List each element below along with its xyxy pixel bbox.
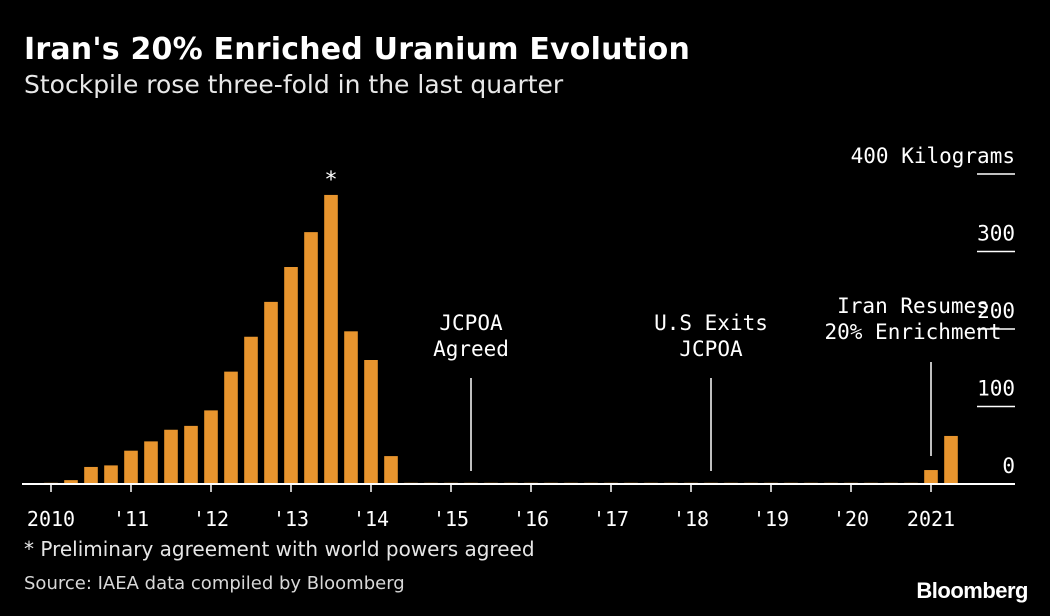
x-tick-label: '18 [673, 507, 709, 531]
x-axis: 2010 '11 '12 '13 '14 '15 '16 '17 '18 '19 '20 2021 [22, 483, 1015, 531]
y-tick-label: 200 [977, 299, 1015, 323]
data-bar [364, 360, 378, 484]
chart-title: Iran's 20% Enriched Uranium Evolution [24, 32, 691, 67]
data-bar [384, 456, 398, 484]
event-label-line: JCPOA [679, 337, 743, 361]
data-bar [184, 425, 198, 485]
data-bar [264, 301, 278, 485]
data-bar [164, 429, 178, 484]
event-label-line: U.S Exits [654, 311, 768, 335]
y-tick-label: 300 [977, 222, 1015, 246]
data-bar [144, 441, 158, 485]
data-bar [324, 194, 338, 484]
peak-asterisk-marker: * [324, 168, 337, 193]
x-tick-label: '17 [593, 507, 629, 531]
data-bar [124, 450, 138, 484]
data-bar [224, 371, 238, 485]
event-label-line: JCPOA [439, 311, 503, 335]
x-tick-label: '14 [353, 507, 389, 531]
data-bar [244, 336, 258, 484]
data-bar [84, 466, 98, 484]
plot-bars [44, 194, 958, 485]
data-bar [64, 480, 78, 485]
chart-subtitle: Stockpile rose three-fold in the last qu… [24, 70, 564, 99]
footnote-marker: * [24, 537, 34, 561]
data-bar [944, 435, 958, 484]
event-label-line: Agreed [433, 337, 509, 361]
source-note: Source: IAEA data compiled by Bloomberg [24, 573, 405, 594]
x-tick-label: 2021 [907, 507, 955, 531]
x-tick-label: '12 [193, 507, 229, 531]
event-label-line: Iran Resumes [837, 294, 989, 318]
y-tick-label: 0 [1002, 454, 1015, 478]
x-tick-label: '16 [513, 507, 549, 531]
y-tick-label: 100 [977, 377, 1015, 401]
x-tick-label: '19 [753, 507, 789, 531]
data-bar [344, 331, 358, 484]
data-bar [284, 267, 298, 484]
footnote-text: Preliminary agreement with world powers … [40, 537, 535, 561]
data-bar [104, 465, 118, 484]
data-bar [304, 232, 318, 485]
data-bar [204, 410, 218, 485]
x-tick-label: 2010 [27, 507, 75, 531]
x-tick-label: '13 [273, 507, 309, 531]
x-tick-label: '20 [833, 507, 869, 531]
x-tick-label: '15 [433, 507, 469, 531]
bloomberg-logo: Bloomberg [916, 578, 1028, 603]
y-tick-label: 400 Kilograms [851, 144, 1015, 168]
event-label-line: 20% Enrichment [824, 320, 1001, 344]
y-axis: 0 100 200 300 400 Kilograms [851, 144, 1015, 478]
footnote: * Preliminary agreement with world power… [24, 537, 535, 561]
x-tick-label: '11 [113, 507, 149, 531]
data-bar [924, 470, 938, 484]
